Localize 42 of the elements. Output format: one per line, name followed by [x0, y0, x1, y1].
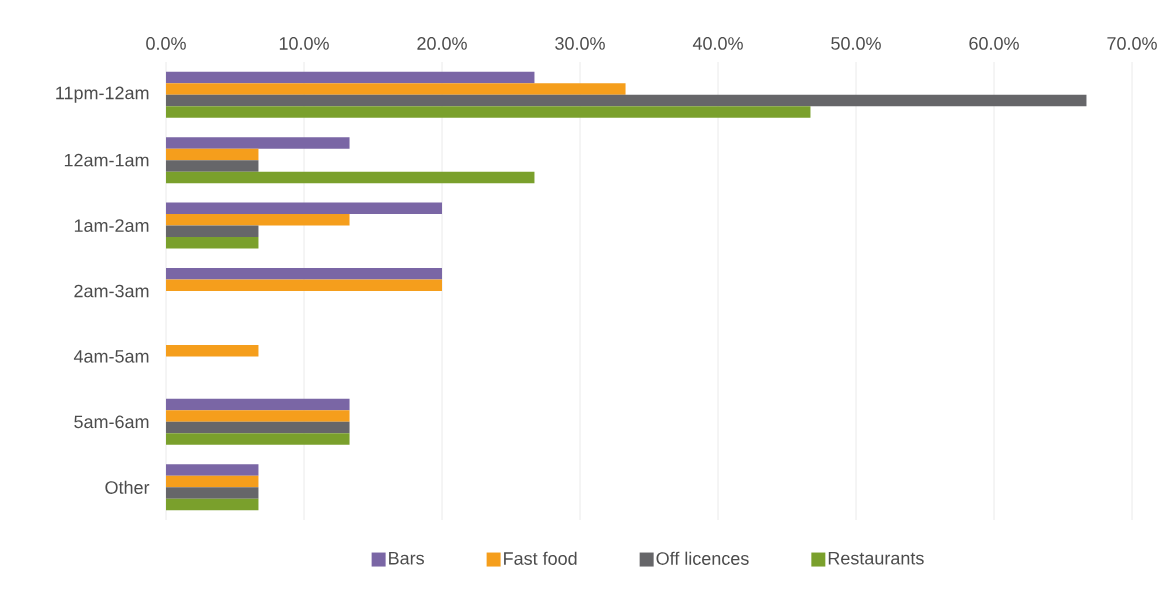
bar — [166, 202, 442, 215]
bar — [166, 137, 350, 149]
x-tick-label: 30.0% — [555, 37, 605, 50]
bar — [166, 171, 535, 184]
bar — [166, 410, 350, 422]
bar — [166, 71, 535, 84]
bar — [166, 464, 259, 476]
y-tick-label: 11pm-12am — [56, 86, 149, 103]
bar — [166, 148, 259, 161]
y-tick-label: 1am-2am — [74, 219, 149, 232]
x-tick-label: 20.0% — [417, 37, 467, 50]
bar — [166, 268, 442, 280]
legend-label: Off licences — [656, 551, 749, 565]
x-tick-label: 0.0% — [146, 37, 186, 50]
bar — [166, 214, 350, 226]
bar — [166, 83, 626, 95]
bar — [166, 421, 350, 434]
y-tick-label: 12am-1am — [64, 153, 149, 167]
bar — [166, 344, 259, 357]
y-tick-label: Other — [105, 480, 150, 494]
bar — [166, 279, 442, 291]
bar — [166, 94, 1087, 107]
legend-label: Bars — [389, 551, 424, 565]
x-tick-label: 40.0% — [692, 37, 743, 50]
bar — [166, 475, 259, 488]
bar — [166, 160, 259, 172]
bar — [166, 498, 259, 511]
legend-label: Fast food — [504, 551, 577, 565]
bar — [166, 433, 350, 445]
y-tick-label: 2am-3am — [74, 284, 149, 298]
bar — [166, 237, 259, 249]
x-tick-label: 70.0% — [1107, 37, 1157, 50]
y-tick-label: 4am-5am — [73, 350, 149, 363]
bar — [166, 106, 811, 118]
bar — [166, 398, 350, 411]
x-tick-label: 60.0% — [969, 37, 1019, 50]
legend-label: Restaurants — [828, 551, 924, 565]
bar — [166, 225, 259, 238]
x-tick-label: 10.0% — [279, 37, 329, 50]
x-tick-label: 50.0% — [831, 37, 881, 50]
bar — [166, 487, 259, 499]
y-tick-label: 5am-6am — [74, 415, 149, 429]
